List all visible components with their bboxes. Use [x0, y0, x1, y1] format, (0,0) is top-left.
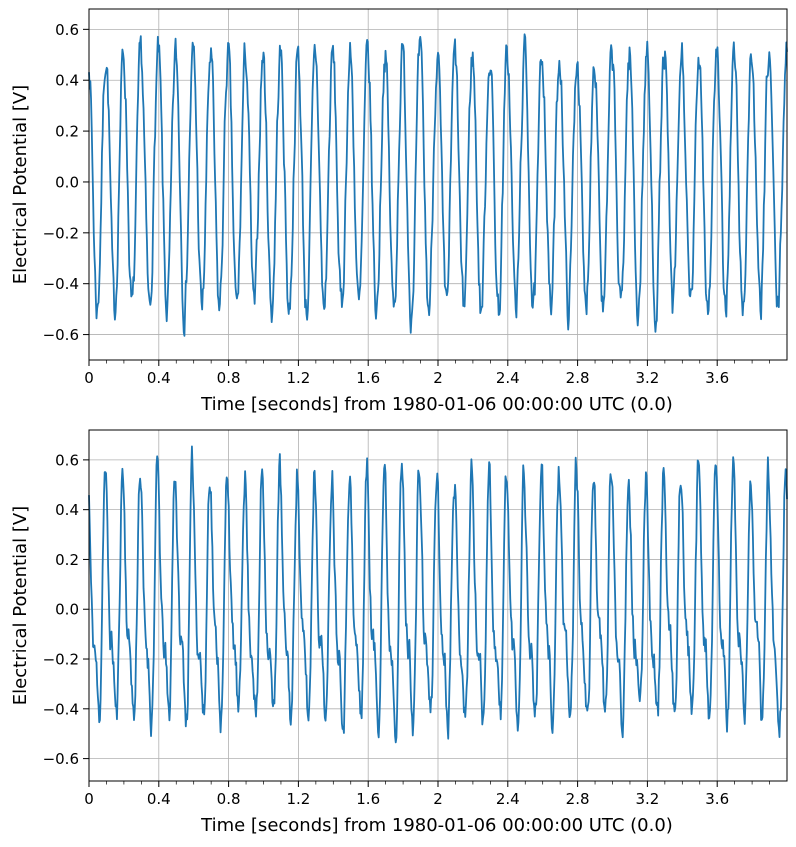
bottom-chart-xtick-label-2: 0.8	[217, 790, 241, 808]
bottom-chart-xtick-label-6: 2.4	[496, 790, 520, 808]
bottom-chart-xtick-label-7: 2.8	[566, 790, 590, 808]
top-chart-ytick-label-1: −0.4	[43, 275, 79, 293]
bottom-chart-ytick-label-0: −0.6	[43, 750, 79, 768]
top-chart-ytick-label-4: 0.2	[55, 123, 79, 141]
bottom-chart-xtick-label-9: 3.6	[705, 790, 729, 808]
top-chart-ytick-label-3: 0.0	[55, 173, 79, 191]
bottom-chart-ytick-label-3: 0.0	[55, 601, 79, 619]
bottom-chart-ytick-label-4: 0.2	[55, 551, 79, 569]
bottom-chart-ticks: 0 0.4 0.8 1.2 1.6 2 2.4 2.8 3.2 3.6 −0.6 −0.4 −0.2 0.…	[43, 451, 770, 808]
top-chart-xtick-label-3: 1.2	[286, 369, 310, 387]
top-chart-xtick-label-6: 2.4	[496, 369, 520, 387]
top-chart-xlabel: Time [seconds] from 1980-01-06 00:00:00 …	[200, 394, 673, 415]
top-chart-ytick-label-0: −0.6	[43, 326, 79, 344]
top-chart-ytick-label-2: −0.2	[43, 224, 79, 242]
bottom-chart-ytick-label-1: −0.4	[43, 700, 79, 718]
top-chart-xtick-label-0: 0	[84, 369, 94, 387]
bottom-chart-ytick-label-6: 0.6	[55, 451, 79, 469]
top-chart-xtick-label-2: 0.8	[217, 369, 241, 387]
top-chart-xtick-label-1: 0.4	[147, 369, 171, 387]
top-chart-ylabel: Electrical Potential [V]	[10, 85, 31, 284]
bottom-chart-ytick-label-5: 0.4	[55, 501, 79, 519]
bottom-chart-xtick-label-4: 1.6	[356, 790, 380, 808]
bottom-chart-ytick-label-2: −0.2	[43, 651, 79, 669]
top-chart-xtick-label-7: 2.8	[566, 369, 590, 387]
top-chart-xtick-label-5: 2	[433, 369, 443, 387]
top-chart-xtick-label-9: 3.6	[705, 369, 729, 387]
top-chart-ytick-label-5: 0.4	[55, 72, 79, 90]
bottom-chart-panel: 0 0.4 0.8 1.2 1.6 2 2.4 2.8 3.2 3.6 −0.6 −0.4 −0.2 0.…	[10, 429, 788, 836]
top-chart-xtick-label-8: 3.2	[635, 369, 659, 387]
top-chart-xtick-label-4: 1.6	[356, 369, 380, 387]
bottom-chart-trace	[88, 445, 788, 744]
bottom-chart-xtick-label-8: 3.2	[635, 790, 659, 808]
top-chart-ytick-label-6: 0.6	[55, 21, 79, 39]
top-chart-panel: 0 0.4 0.8 1.2 1.6 2 2.4 2.8 3.2 3.6 −0.6 −0.4 −0.2 0.…	[10, 8, 788, 415]
top-chart-trace	[88, 33, 788, 337]
bottom-chart-ylabel: Electrical Potential [V]	[10, 506, 31, 705]
bottom-chart-xtick-label-0: 0	[84, 790, 94, 808]
bottom-chart-xtick-label-5: 2	[433, 790, 443, 808]
bottom-chart-xtick-label-1: 0.4	[147, 790, 171, 808]
top-chart-ticks: 0 0.4 0.8 1.2 1.6 2 2.4 2.8 3.2 3.6 −0.6 −0.4 −0.2 0.…	[43, 21, 770, 387]
bottom-chart-xlabel: Time [seconds] from 1980-01-06 00:00:00 …	[200, 815, 673, 836]
bottom-chart-xtick-label-3: 1.2	[286, 790, 310, 808]
